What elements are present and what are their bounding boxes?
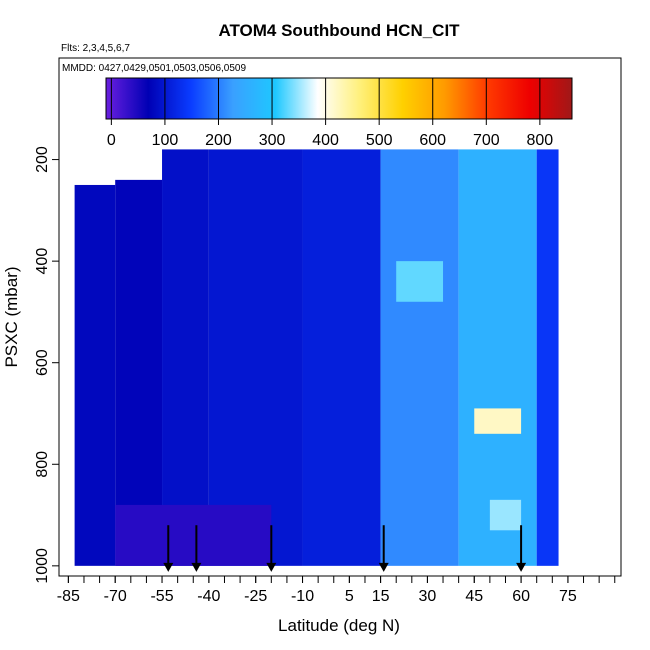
curtain-cell bbox=[489, 499, 522, 531]
curtain-cell bbox=[208, 149, 303, 566]
profile-marker-arrow bbox=[163, 562, 174, 572]
curtain-plot bbox=[74, 149, 559, 566]
curtain-cell bbox=[458, 149, 537, 566]
colorbar-tick-label: 100 bbox=[152, 132, 179, 149]
dates-label: MMDD: 0427,0429,0501,0503,0506,0509 bbox=[62, 63, 246, 74]
x-axis: -85 -70 -55 -40 -25 -10 5 15 30 45 60 75 bbox=[57, 576, 616, 605]
x-tick-label: 60 bbox=[512, 588, 530, 605]
colorbar-tick-label: 600 bbox=[419, 132, 446, 149]
y-axis-label: PSXC (mbar) bbox=[2, 266, 21, 367]
curtain-cell bbox=[302, 149, 381, 566]
colorbar-tick-label: 300 bbox=[259, 132, 286, 149]
y-tick-label: 200 bbox=[34, 146, 51, 173]
x-tick-label: 75 bbox=[559, 588, 577, 605]
curtain-cell bbox=[536, 149, 559, 566]
flights-label: Flts: 2,3,4,5,6,7 bbox=[61, 43, 130, 54]
x-tick-label: -10 bbox=[291, 588, 314, 605]
x-axis-label: Latitude (deg N) bbox=[278, 616, 400, 635]
x-tick-label: 45 bbox=[465, 588, 483, 605]
colorbar-tick-label: 0 bbox=[107, 132, 116, 149]
colorbar-ramp bbox=[105, 77, 573, 120]
colorbar-tick-label: 400 bbox=[312, 132, 339, 149]
x-tick-label: -40 bbox=[197, 588, 220, 605]
plot-frame bbox=[58, 57, 622, 577]
curtain-cell bbox=[380, 149, 459, 566]
x-tick-label: -55 bbox=[150, 588, 173, 605]
x-tick-label: 15 bbox=[372, 588, 390, 605]
colorbar-tick-label: 700 bbox=[473, 132, 500, 149]
y-axis: 200 400 600 800 1000 bbox=[34, 146, 59, 584]
y-tick-label: 1000 bbox=[34, 548, 51, 584]
profile-markers bbox=[163, 525, 527, 572]
curtain-cell bbox=[396, 261, 444, 302]
colorbar-tick-label: 800 bbox=[527, 132, 554, 149]
y-tick-label: 400 bbox=[34, 248, 51, 275]
curtain-cell bbox=[115, 179, 163, 566]
x-tick-label: 30 bbox=[419, 588, 437, 605]
curtain-cell bbox=[474, 408, 522, 434]
y-tick-label: 800 bbox=[34, 451, 51, 478]
profile-marker-arrow bbox=[266, 562, 277, 572]
colorbar-tick-label: 500 bbox=[366, 132, 393, 149]
x-tick-label: -25 bbox=[244, 588, 267, 605]
x-tick-label: -70 bbox=[104, 588, 127, 605]
profile-marker-arrow bbox=[516, 562, 527, 572]
chart-title: ATOM4 Southbound HCN_CIT bbox=[218, 21, 460, 40]
curtain-cell bbox=[162, 149, 209, 566]
x-tick-label: -85 bbox=[57, 588, 80, 605]
profile-marker-arrow bbox=[191, 562, 202, 572]
curtain-cell bbox=[115, 504, 272, 566]
x-tick-label: 5 bbox=[345, 588, 354, 605]
y-tick-label: 600 bbox=[34, 349, 51, 376]
colorbar-ticks: 0 100 200 300 400 500 600 700 800 bbox=[107, 78, 553, 149]
profile-marker-arrow bbox=[378, 562, 389, 572]
curtain-cell bbox=[74, 184, 116, 566]
colorbar-tick-label: 200 bbox=[205, 132, 232, 149]
